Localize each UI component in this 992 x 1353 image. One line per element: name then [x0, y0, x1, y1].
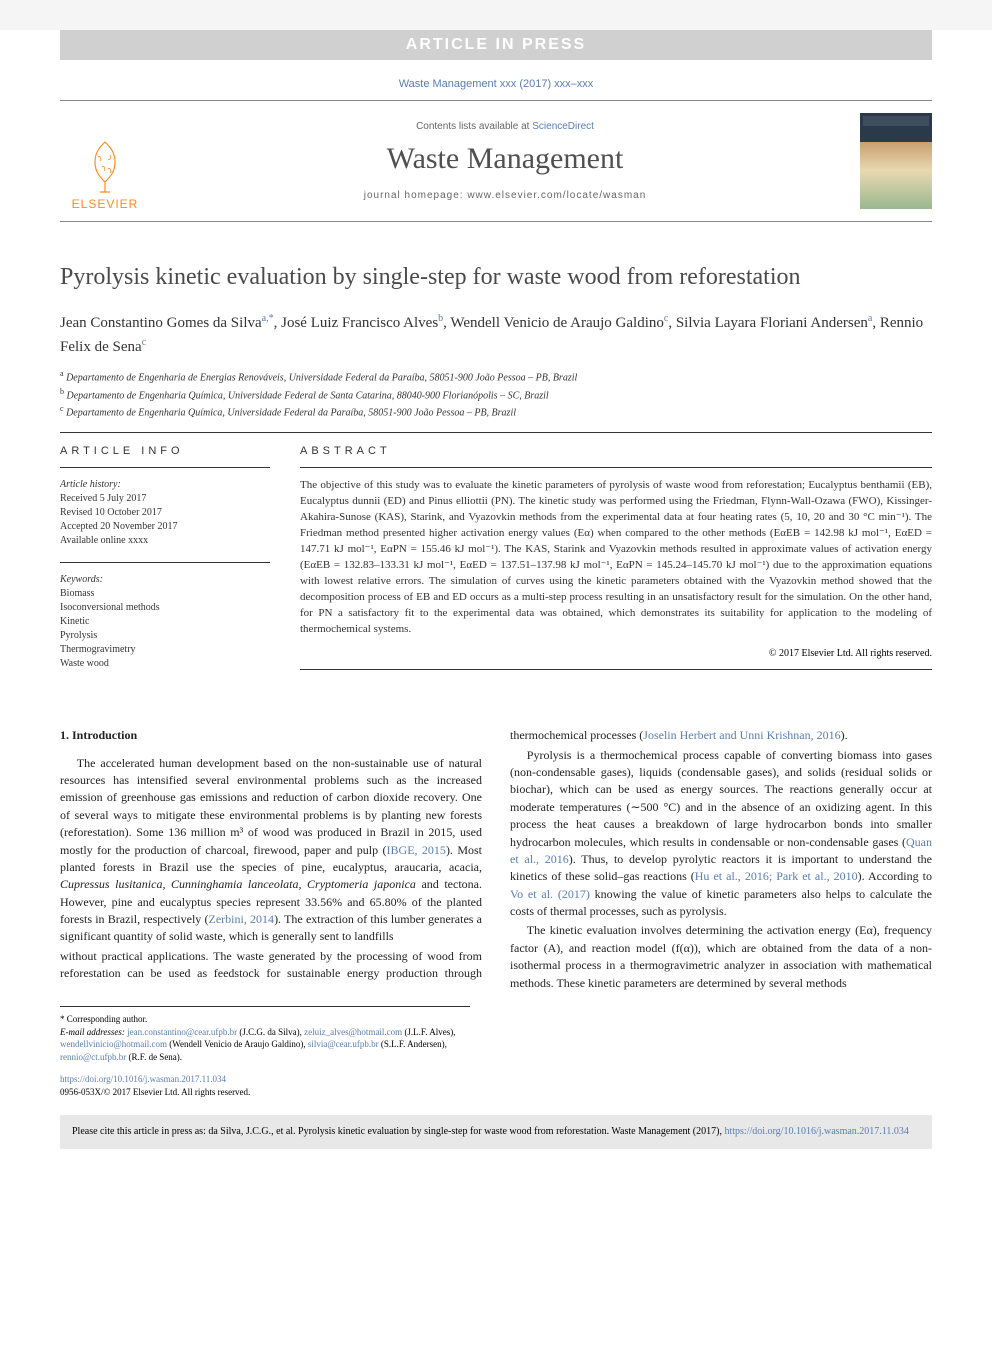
email-addresses: E-mail addresses: jean.constantino@cear.… — [60, 1026, 470, 1064]
article-page: ARTICLE IN PRESS Waste Management xxx (2… — [0, 30, 992, 1353]
history-received: Received 5 July 2017 — [60, 492, 270, 506]
journal-cover-thumb[interactable] — [860, 113, 932, 209]
article-info-column: ARTICLE INFO Article history: Received 5… — [60, 445, 270, 685]
intro-p1: The accelerated human development based … — [60, 755, 482, 946]
elsevier-logo[interactable]: ELSEVIER — [60, 111, 150, 211]
abstract-text: The objective of this study was to evalu… — [300, 478, 932, 637]
article-history: Article history: Received 5 July 2017 Re… — [60, 478, 270, 548]
info-divider — [60, 467, 270, 468]
history-label: Article history: — [60, 478, 270, 492]
info-abstract-row: ARTICLE INFO Article history: Received 5… — [60, 445, 932, 685]
affiliation-a: a Departamento de Engenharia de Energias… — [60, 368, 932, 385]
history-online: Available online xxxx — [60, 534, 270, 548]
sciencedirect-link[interactable]: ScienceDirect — [532, 121, 594, 132]
intro-heading: 1. Introduction — [60, 727, 482, 744]
abstract-end-divider — [300, 669, 932, 670]
contents-line: Contents lists available at ScienceDirec… — [160, 121, 850, 132]
affiliation-b: b Departamento de Engenharia Química, Un… — [60, 386, 932, 403]
footnotes: * Corresponding author. E-mail addresses… — [60, 1006, 470, 1063]
affiliation-c: c Departamento de Engenharia Química, Un… — [60, 403, 932, 420]
keyword: Thermogravimetry — [60, 643, 270, 657]
article-in-press-banner: ARTICLE IN PRESS — [60, 30, 932, 60]
elsevier-tree-icon — [80, 137, 130, 197]
keywords-block: Keywords: Biomass Isoconversional method… — [60, 573, 270, 671]
abstract-header: ABSTRACT — [300, 445, 932, 457]
header-center: Contents lists available at ScienceDirec… — [150, 121, 860, 201]
abstract-copyright: © 2017 Elsevier Ltd. All rights reserved… — [300, 648, 932, 659]
cite-text: Please cite this article in press as: da… — [72, 1126, 724, 1137]
intro-p3: The kinetic evaluation involves determin… — [510, 922, 932, 992]
emails-label: E-mail addresses: — [60, 1027, 125, 1037]
keyword: Waste wood — [60, 657, 270, 671]
doi-link[interactable]: https://doi.org/10.1016/j.wasman.2017.11… — [60, 1074, 226, 1084]
keyword: Isoconversional methods — [60, 601, 270, 615]
affiliations: a Departamento de Engenharia de Energias… — [60, 368, 932, 420]
top-citation: Waste Management xxx (2017) xxx–xxx — [0, 78, 992, 90]
intro-p2: Pyrolysis is a thermochemical process ca… — [510, 747, 932, 921]
keyword: Kinetic — [60, 615, 270, 629]
keyword: Biomass — [60, 587, 270, 601]
corresponding-author: * Corresponding author. — [60, 1013, 470, 1026]
elsevier-label: ELSEVIER — [72, 197, 139, 211]
citation-box: Please cite this article in press as: da… — [60, 1115, 932, 1149]
article-title: Pyrolysis kinetic evaluation by single-s… — [60, 262, 932, 293]
history-revised: Revised 10 October 2017 — [60, 506, 270, 520]
info-divider — [60, 562, 270, 563]
journal-header: ELSEVIER Contents lists available at Sci… — [60, 100, 932, 222]
cite-doi-link[interactable]: https://doi.org/10.1016/j.wasman.2017.11… — [724, 1126, 908, 1137]
journal-homepage[interactable]: journal homepage: www.elsevier.com/locat… — [160, 190, 850, 201]
article-info-header: ARTICLE INFO — [60, 445, 270, 457]
abstract-divider — [300, 467, 932, 468]
body-columns: 1. Introduction The accelerated human de… — [60, 727, 932, 992]
issn-copyright: 0956-053X/© 2017 Elsevier Ltd. All right… — [60, 1087, 250, 1097]
abstract-column: ABSTRACT The objective of this study was… — [300, 445, 932, 685]
doi-block: https://doi.org/10.1016/j.wasman.2017.11… — [60, 1073, 932, 1098]
authors-line: Jean Constantino Gomes da Silvaa,*, José… — [60, 311, 932, 358]
keywords-label: Keywords: — [60, 573, 270, 587]
divider — [60, 432, 932, 433]
journal-name: Waste Management — [160, 142, 850, 176]
contents-prefix: Contents lists available at — [416, 121, 532, 132]
keyword: Pyrolysis — [60, 629, 270, 643]
history-accepted: Accepted 20 November 2017 — [60, 520, 270, 534]
